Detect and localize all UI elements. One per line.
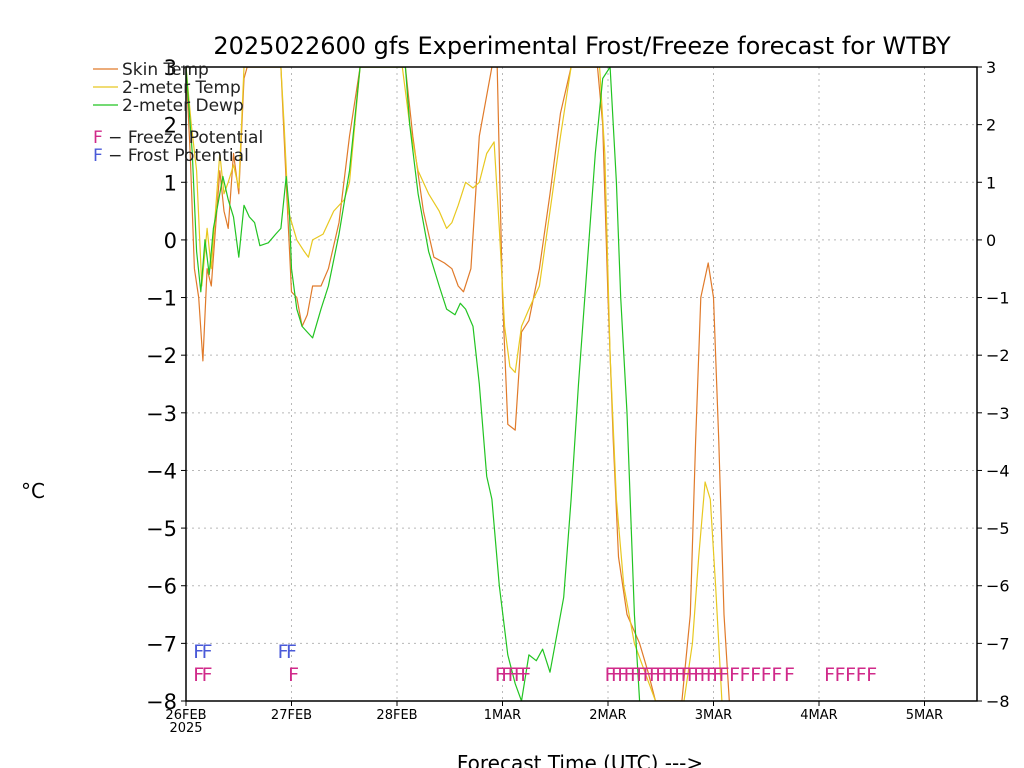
y-tick-label-right: −7 xyxy=(986,634,1010,653)
x-tick-sublabel: 2025 xyxy=(169,721,202,736)
legend-label-frost-potential: F − Frost Potential xyxy=(93,146,249,166)
freeze-marker: F xyxy=(662,664,673,686)
series-line-2-meter-temp xyxy=(186,67,723,701)
series-line-2-meter-dewp xyxy=(186,67,641,701)
x-tick-label: 27FEB xyxy=(271,708,312,723)
y-tick-label-right: −6 xyxy=(986,577,1010,596)
legend-f-description: − Frost Potential xyxy=(103,146,249,166)
y-tick-label-right: 3 xyxy=(986,58,996,77)
frost-marker: F xyxy=(202,641,213,663)
freeze-marker: F xyxy=(649,664,660,686)
y-tick-label-left: −2 xyxy=(146,344,177,368)
freeze-marker: F xyxy=(202,664,213,686)
legend-f-description: − Freeze Potential xyxy=(103,128,263,148)
freeze-marker: F xyxy=(700,664,711,686)
freeze-marker: F xyxy=(719,664,730,686)
legend-label-skin-temp: Skin Temp xyxy=(122,60,209,80)
x-tick-label: 5MAR xyxy=(906,708,943,723)
x-tick-label: 3MAR xyxy=(695,708,732,723)
y-tick-label-left: −8 xyxy=(146,690,177,714)
freeze-marker: F xyxy=(824,664,835,686)
freeze-marker: F xyxy=(740,664,751,686)
y-tick-label-right: 0 xyxy=(986,231,996,250)
freeze-marker: F xyxy=(617,664,628,686)
freeze-marker: F xyxy=(624,664,635,686)
legend: Skin Temp 2-meter Temp 2-meter Dewp F − … xyxy=(93,60,263,166)
y-tick-label-left: −4 xyxy=(146,459,177,483)
x-tick-label: 1MAR xyxy=(484,708,521,723)
freeze-marker: F xyxy=(655,664,666,686)
freeze-marker: F xyxy=(643,664,654,686)
freeze-marker: F xyxy=(784,664,795,686)
freeze-marker: F xyxy=(520,664,531,686)
legend-label-2m-temp: 2-meter Temp xyxy=(122,78,241,98)
axes: −8 −8 −7 −7 −6 −6 −5 −5 −4 −4 −3 −3 −2 −2 −1 −1 0 0 1 1 2 2 3 3… xyxy=(146,56,1010,736)
freeze-marker: F xyxy=(495,664,506,686)
legend-f-glyph: F xyxy=(93,146,103,166)
freeze-marker: F xyxy=(514,664,525,686)
freeze-marker: F xyxy=(845,664,856,686)
frost-marker: F xyxy=(278,641,289,663)
freeze-marker: F xyxy=(630,664,641,686)
freeze-marker: F xyxy=(508,664,519,686)
chart-title: 2025022600 gfs Experimental Frost/Freeze… xyxy=(213,32,951,60)
plot-frame xyxy=(185,66,978,702)
y-tick-label-left: 0 xyxy=(164,229,177,253)
freeze-marker: F xyxy=(750,664,761,686)
freeze-marker: F xyxy=(771,664,782,686)
freeze-marker: F xyxy=(193,664,204,686)
series-line-skin-temp xyxy=(186,67,730,701)
freeze-marker: F xyxy=(636,664,647,686)
y-axis-label: °C xyxy=(21,479,45,503)
y-tick-label-right: −1 xyxy=(986,289,1010,308)
series-layer xyxy=(186,67,730,701)
x-tick-label: 26FEB xyxy=(165,708,206,723)
y-tick-label-right: 1 xyxy=(986,173,996,192)
freeze-marker: F xyxy=(674,664,685,686)
freeze-marker: F xyxy=(501,664,512,686)
y-tick-label-left: −1 xyxy=(146,287,177,311)
y-tick-label-right: −8 xyxy=(986,692,1010,711)
legend-label-freeze-potential: F − Freeze Potential xyxy=(93,128,263,148)
x-axis-label: Forecast Time (UTC) ---> xyxy=(457,751,703,768)
freeze-marker: F xyxy=(706,664,717,686)
y-tick-label-left: 3 xyxy=(164,56,177,80)
freeze-marker: F xyxy=(668,664,679,686)
y-tick-label-right: 2 xyxy=(986,116,996,135)
x-tick-label: 28FEB xyxy=(376,708,417,723)
y-tick-label-left: −7 xyxy=(146,632,177,656)
frost-marker: F xyxy=(286,641,297,663)
y-tick-label-right: −3 xyxy=(986,404,1010,423)
legend-f-glyph: F xyxy=(93,128,103,148)
freeze-marker: F xyxy=(761,664,772,686)
x-tick-label: 2MAR xyxy=(589,708,626,723)
freeze-marker: F xyxy=(288,664,299,686)
x-tick-label: 4MAR xyxy=(800,708,837,723)
freeze-marker: F xyxy=(856,664,867,686)
freeze-marker: F xyxy=(687,664,698,686)
freeze-marker: F xyxy=(712,664,723,686)
freeze-marker: F xyxy=(605,664,616,686)
y-tick-label-right: −5 xyxy=(986,519,1010,538)
grid-lines xyxy=(186,67,977,701)
y-tick-label-left: −6 xyxy=(146,575,177,599)
y-tick-label-left: 2 xyxy=(164,114,177,138)
freeze-marker: F xyxy=(835,664,846,686)
y-tick-label-right: −4 xyxy=(986,461,1010,480)
y-tick-label-right: −2 xyxy=(986,346,1010,365)
y-tick-label-left: −5 xyxy=(146,517,177,541)
y-tick-label-left: −3 xyxy=(146,402,177,426)
freeze-marker: F xyxy=(693,664,704,686)
y-tick-label-left: 1 xyxy=(164,171,177,195)
freeze-marker: F xyxy=(681,664,692,686)
freeze-marker: F xyxy=(611,664,622,686)
freeze-marker: F xyxy=(866,664,877,686)
legend-label-2m-dewp: 2-meter Dewp xyxy=(122,96,244,116)
freeze-marker: F xyxy=(729,664,740,686)
frost-marker: F xyxy=(193,641,204,663)
